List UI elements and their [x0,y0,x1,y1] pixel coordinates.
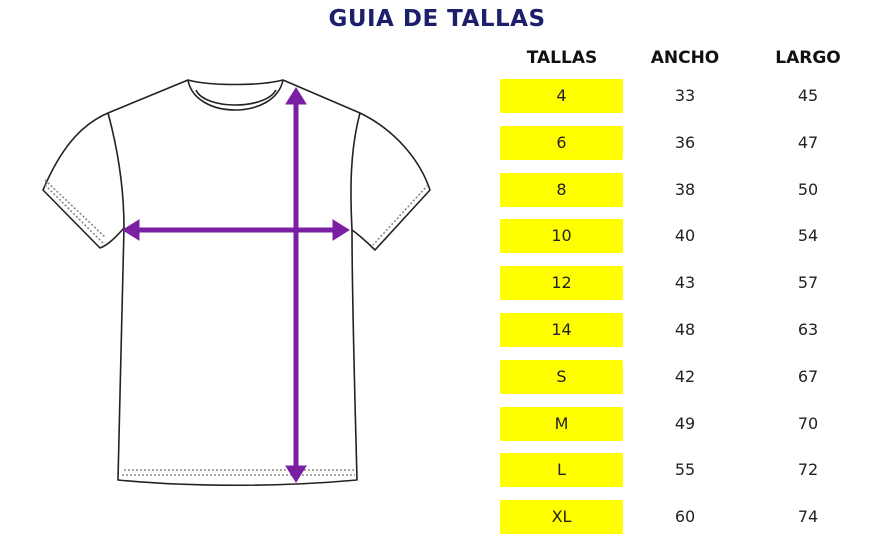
size-cell: 6 [500,125,623,160]
ancho-cell: 40 [674,226,696,246]
table-row: 10 40 54 [500,219,860,254]
largo-cell: 70 [797,413,819,433]
measurement-arrows [122,87,350,483]
ancho-cell: 49 [674,413,696,433]
t-shirt-measurement-icon [42,79,431,487]
ancho-cell: 33 [674,86,696,105]
table-row: S 42 67 [500,359,860,394]
largo-cell: 57 [797,273,819,293]
largo-cell: 45 [797,86,819,105]
header-largo: LARGO [775,48,841,68]
size-cell: 8 [500,172,623,207]
header-ancho: ANCHO [650,48,720,68]
ancho-cell: 43 [674,273,696,293]
largo-cell: 67 [797,366,819,386]
largo-cell: 63 [797,320,819,339]
header-tallas: TALLAS [526,48,598,68]
size-cell: 4 [500,79,623,113]
size-cell: S [500,359,623,394]
table-row: XL 60 74 [500,500,860,535]
shirt-outline [42,79,431,487]
ancho-cell: 36 [674,132,696,152]
largo-cell: 54 [797,226,819,246]
size-cell: M [500,406,623,441]
size-cell: L [500,453,623,488]
largo-cell: 74 [797,507,819,527]
largo-cell: 47 [797,132,819,152]
largo-cell: 50 [797,179,819,199]
size-cell: 14 [500,313,623,347]
page-title: GUIA DE TALLAS [328,6,546,32]
ancho-cell: 42 [674,366,696,386]
size-cell: 12 [500,266,623,301]
table-row: L 55 72 [500,453,860,488]
table-row: 8 38 50 [500,172,860,207]
table-row: 4 33 45 [500,79,860,113]
ancho-cell: 38 [674,179,696,199]
table-row: M 49 70 [500,406,860,441]
size-cell: XL [500,500,623,535]
table-row: 12 43 57 [500,266,860,301]
ancho-cell: 60 [674,507,696,527]
table-row: 6 36 47 [500,125,860,160]
ancho-cell: 55 [674,460,696,480]
largo-cell: 72 [797,460,819,480]
ancho-cell: 48 [674,320,696,339]
size-cell: 10 [500,219,623,254]
table-row: 14 48 63 [500,313,860,347]
